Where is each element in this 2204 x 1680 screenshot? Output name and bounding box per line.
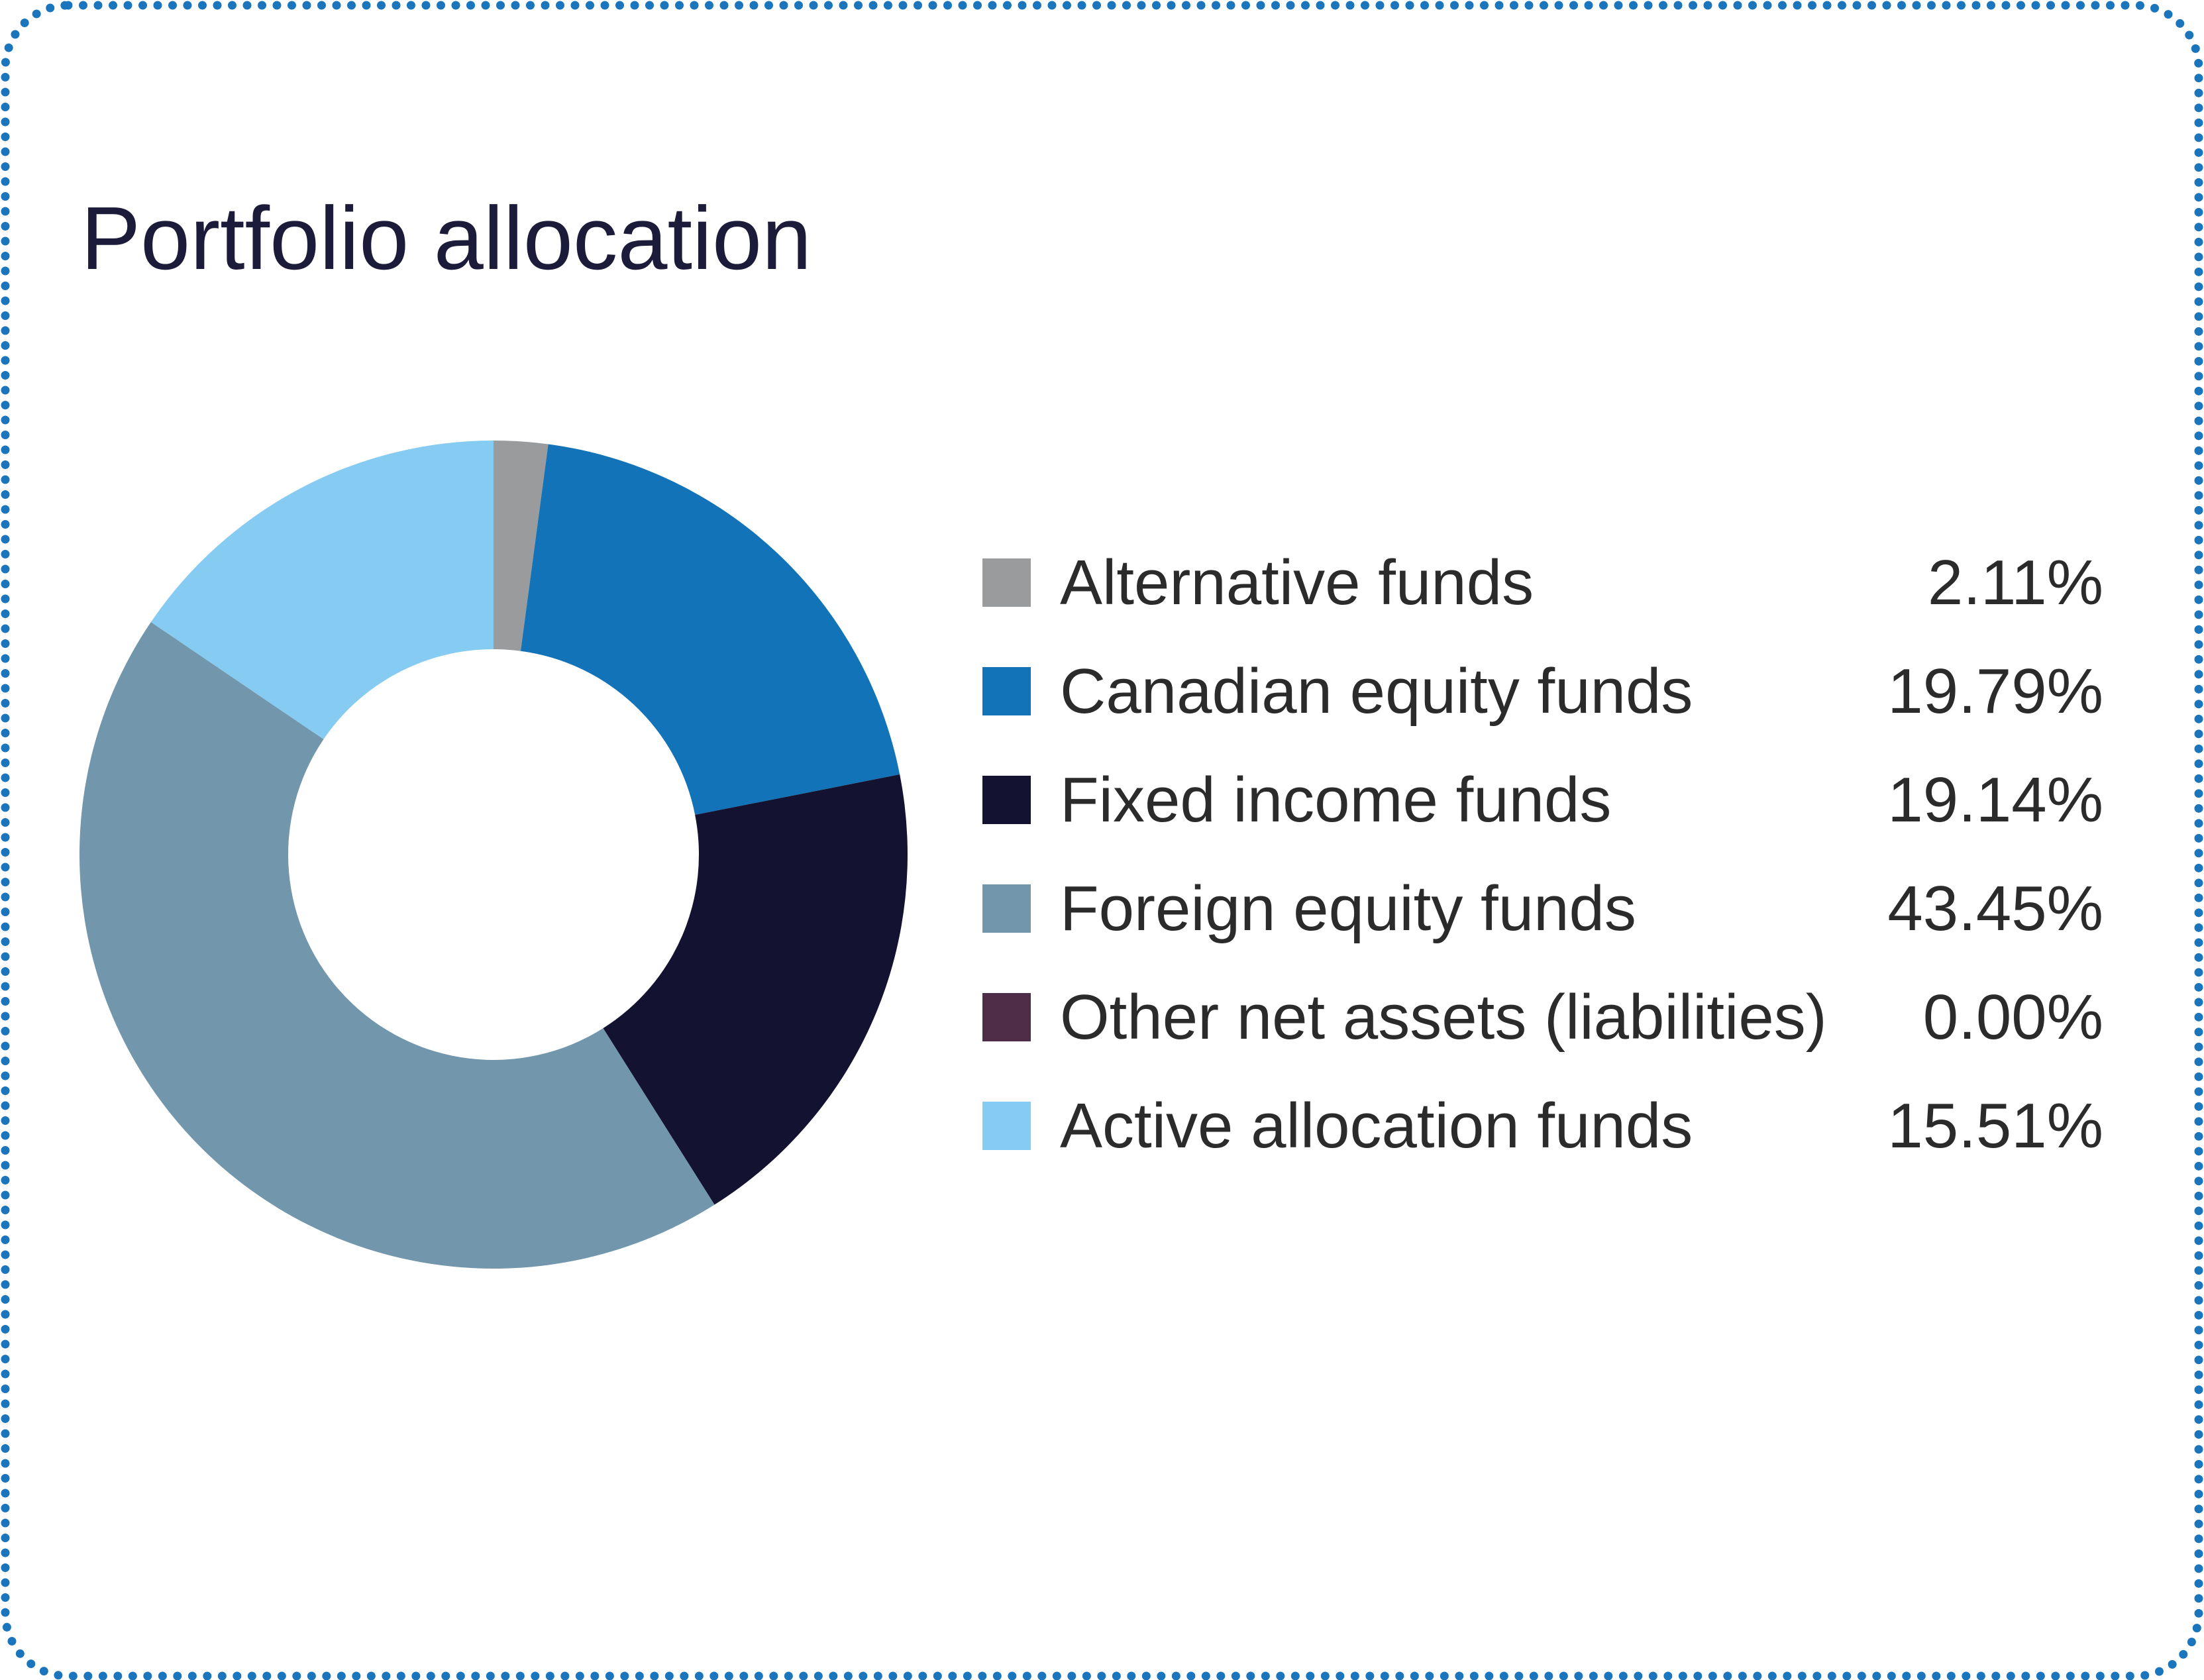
legend-row: Active allocation funds 15.51% <box>982 1090 2103 1161</box>
donut-slices-group <box>79 441 908 1269</box>
legend-value: 19.14% <box>1887 764 2103 835</box>
legend-row: Foreign equity funds 43.45% <box>982 873 2103 944</box>
legend-row: Fixed income funds 19.14% <box>982 764 2103 835</box>
legend-swatch <box>982 884 1031 933</box>
legend-label: Alternative funds <box>1060 547 1534 618</box>
donut-slice-canadian-equity-funds <box>520 444 900 815</box>
legend-swatch <box>982 1102 1031 1150</box>
donut-slice-foreign-equity-funds <box>79 622 715 1269</box>
legend-label: Fixed income funds <box>1060 764 1612 835</box>
legend-row: Other net assets (liabilities) 0.00% <box>982 982 2103 1053</box>
legend-row: Alternative funds 2.11% <box>982 547 2103 618</box>
legend-swatch <box>982 993 1031 1041</box>
legend-label: Foreign equity funds <box>1060 872 1636 944</box>
legend-swatch <box>982 558 1031 607</box>
legend-value: 15.51% <box>1887 1090 2103 1161</box>
donut-slice-alternative-funds <box>494 441 549 651</box>
legend-label: Canadian equity funds <box>1060 655 1693 727</box>
legend-swatch <box>982 667 1031 715</box>
legend-value: 43.45% <box>1887 872 2103 944</box>
legend-swatch <box>982 776 1031 824</box>
legend-value: 2.11% <box>1927 547 2103 618</box>
legend-row: Canadian equity funds 19.79% <box>982 656 2103 727</box>
donut-slice-fixed-income-funds <box>603 774 908 1205</box>
donut-slice-active-allocation-funds <box>150 441 494 739</box>
chart-title: Portfolio allocation <box>81 188 812 288</box>
legend-value: 0.00% <box>1922 981 2103 1053</box>
legend-label: Other net assets (liabilities) <box>1060 981 1827 1053</box>
legend-value: 19.79% <box>1887 655 2103 727</box>
chart-legend: Alternative funds 2.11% Canadian equity fu… <box>982 547 2103 1181</box>
legend-label: Active allocation funds <box>1060 1090 1693 1161</box>
